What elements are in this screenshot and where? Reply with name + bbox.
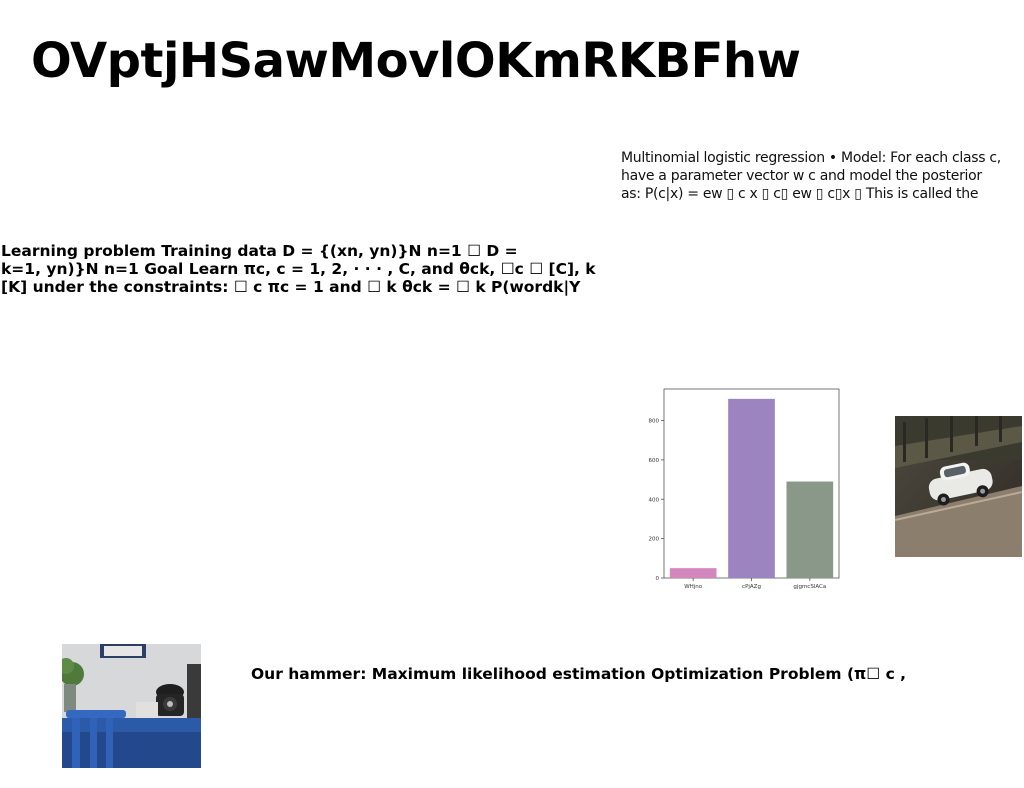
bar — [786, 481, 834, 578]
car-photo — [895, 416, 1022, 557]
x-tick-label: WHjno — [684, 584, 703, 590]
y-tick-label: 400 — [649, 497, 660, 503]
problem-line: [K] under the constraints: ☐ c πc = 1 an… — [1, 278, 581, 296]
slide-title: OVptjHSawMovlOKmRKBFhw — [31, 33, 801, 89]
problem-line: k=1, yn)}N n=1 Goal Learn πc, c = 1, 2, … — [1, 260, 596, 278]
problem-line: Learning problem Training data D = {(xn,… — [1, 242, 518, 260]
learning-problem-text: Learning problem Training data D = {(xn,… — [1, 242, 621, 296]
note-line: as: P(c|x) = ew ▯ c x ▯ c▯ ew ▯ c▯x ▯ Th… — [621, 186, 979, 202]
y-tick-label: 0 — [656, 576, 660, 582]
phone-photo — [62, 644, 201, 768]
chart-bars — [669, 398, 834, 578]
bar-chart: 0 200 400 600 800 WHjno cPjAZg gjgmcSlACa — [649, 388, 840, 591]
bar — [728, 398, 775, 578]
hammer-text: Our hammer: Maximum likelihood estimatio… — [251, 665, 907, 683]
chart-labels: 0 200 400 600 800 WHjno cPjAZg gjgmcSlACa — [649, 419, 827, 591]
y-tick-label: 600 — [649, 458, 660, 464]
y-tick-label: 200 — [649, 537, 660, 543]
note-line: have a parameter vector w c and model th… — [621, 168, 982, 184]
note-line: Multinomial logistic regression • Model:… — [621, 150, 1001, 166]
x-tick-label: cPjAZg — [742, 584, 761, 590]
logistic-regression-note: Multinomial logistic regression • Model:… — [621, 149, 1024, 205]
x-tick-label: gjgmcSlACa — [793, 584, 826, 590]
y-tick-label: 800 — [649, 419, 660, 425]
bar — [669, 568, 717, 578]
